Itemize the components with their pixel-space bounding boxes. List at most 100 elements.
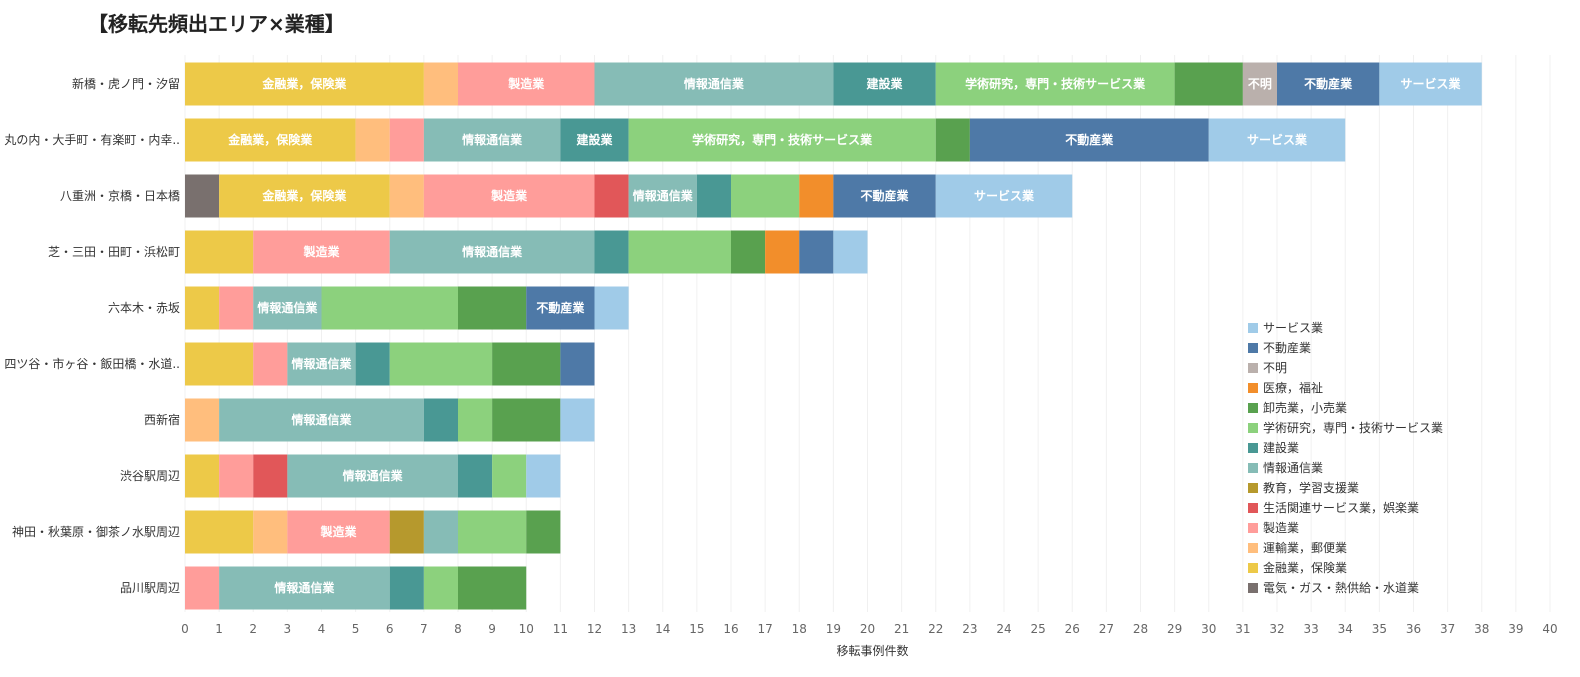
x-tick-label: 0 [181,622,189,636]
x-tick-label: 39 [1508,622,1523,636]
bar-segment-label: 金融業，保険業 [261,188,347,203]
bar-segment [969,118,1209,162]
x-tick-label: 35 [1372,622,1387,636]
bar-segment-label: サービス業 [1401,76,1462,91]
bar-segment [833,230,868,274]
legend-swatch [1248,543,1258,553]
y-tick-label: 四ツ谷・市ヶ谷・飯田橋・水道.. [4,356,180,371]
bar-segment-label: 情報通信業 [684,76,745,91]
legend-swatch [1248,583,1258,593]
x-tick-label: 13 [621,622,636,636]
bar-segment [935,62,1175,106]
legend-label: 金融業，保険業 [1263,560,1347,575]
bar-segment-label: 情報通信業 [291,412,352,427]
bar-segment-label: 金融業，保険業 [261,76,347,91]
bar-segment [423,510,458,554]
bar-segment [560,118,629,162]
x-tick-label: 40 [1542,622,1557,636]
y-tick-label: 品川駅周辺 [120,581,180,595]
bar-segment [219,398,424,442]
x-tick-label: 18 [792,622,807,636]
bar-segment-label: 製造業 [490,188,528,203]
legend-swatch [1248,503,1258,513]
bar-segment [458,566,527,610]
x-tick-label: 22 [928,622,943,636]
x-tick-label: 32 [1269,622,1284,636]
bar-segment [560,342,595,386]
y-tick-label: 芝・三田・田町・浜松町 [48,244,180,259]
y-tick-label: 丸の内・大手町・有楽町・内幸.. [4,133,180,147]
legend-label: 不動産業 [1263,340,1311,355]
legend-swatch [1248,363,1258,373]
bar-segment [696,174,731,218]
legend-swatch [1248,323,1258,333]
bar-segment-label: 不動産業 [861,188,910,203]
bar-segment [628,230,731,274]
bar-segment [423,566,458,610]
legend-swatch [1248,563,1258,573]
x-tick-label: 19 [826,622,841,636]
bar-segment [594,62,834,106]
bar-segment [185,286,220,330]
bar-segment-label: 情報通信業 [274,580,335,595]
bar-segment [423,62,458,106]
bar-segment [1242,62,1277,106]
bar-segment [389,118,424,162]
bar-segment [594,230,629,274]
x-tick-label: 26 [1065,622,1080,636]
bar-segment-label: 情報通信業 [633,188,694,203]
legend-label: サービス業 [1263,321,1323,335]
y-tick-label: 渋谷駅周辺 [120,469,180,483]
bar-segment-label: 建設業 [575,132,613,147]
x-tick-label: 24 [996,622,1011,636]
bar-segment [185,62,424,106]
x-axis-label: 移転事例件数 [836,643,908,658]
x-tick-label: 4 [318,622,326,636]
bar-segment [492,342,561,386]
x-tick-label: 29 [1167,622,1182,636]
bar-segment [526,286,595,330]
x-tick-label: 31 [1235,622,1250,636]
bar-segment [458,286,527,330]
bar-segment [935,174,1073,218]
bar-segment [185,454,220,498]
x-tick-label: 7 [420,622,428,636]
bar-segment-label: 製造業 [507,76,545,91]
bar-segment [355,118,390,162]
x-tick-label: 23 [962,622,977,636]
bar-segment-label: サービス業 [1247,132,1308,147]
bar-segment [389,230,595,274]
x-tick-label: 30 [1201,622,1216,636]
x-tick-label: 2 [249,622,257,636]
bar-segment-label: 製造業 [302,244,340,259]
bar-segment [628,118,936,162]
bar-segment [423,118,561,162]
bar-segment [185,398,220,442]
legend-label: 生活関連サービス業，娯楽業 [1263,501,1419,515]
bar-segment [321,286,458,330]
y-tick-label: 八重洲・京橋・日本橋 [60,189,180,203]
x-tick-label: 9 [488,622,496,636]
legend-label: 情報通信業 [1263,461,1323,475]
bar-segment [185,118,356,162]
x-tick-label: 37 [1440,622,1455,636]
x-tick-label: 34 [1338,622,1353,636]
bar-segment [219,174,390,218]
legend-swatch [1248,383,1258,393]
x-tick-label: 16 [723,622,738,636]
bar-segment [594,286,629,330]
bar-segment [526,454,561,498]
bar-segment [219,286,254,330]
bar-segment [492,398,561,442]
bar-segment [253,454,288,498]
bar-segment [1174,62,1243,106]
bar-segment [458,454,493,498]
bar-segment-label: 金融業，保険業 [227,132,313,147]
x-tick-label: 20 [860,622,875,636]
y-tick-label: 西新宿 [144,412,180,427]
legend-label: 運輸業，郵便業 [1263,540,1347,555]
bar-segment [253,230,390,274]
legend-swatch [1248,343,1258,353]
bar-segment [1379,62,1482,106]
